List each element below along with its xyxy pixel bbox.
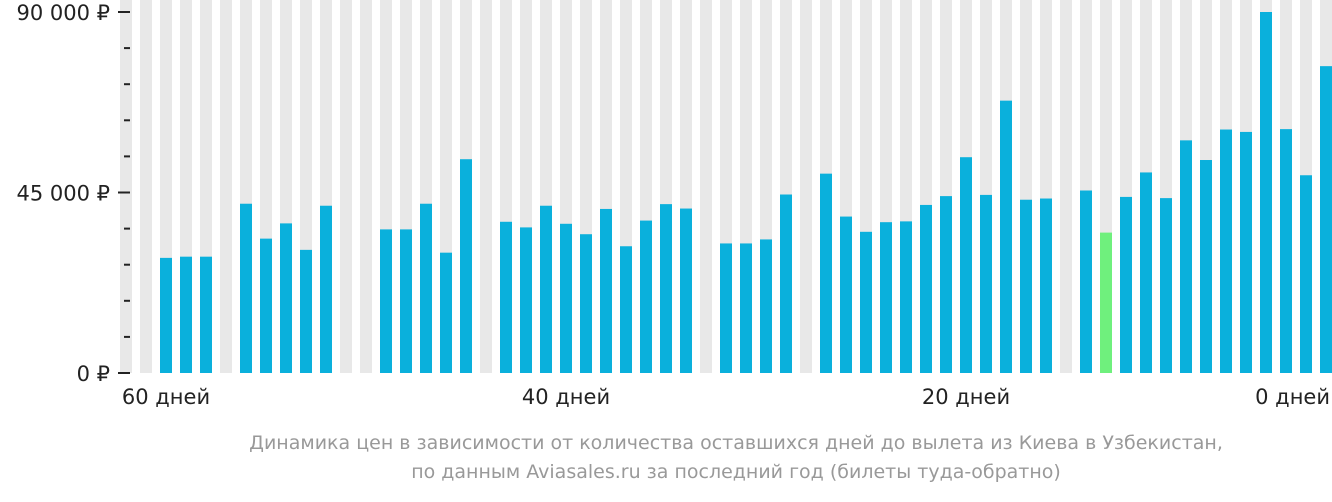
column-bg <box>220 0 232 373</box>
bar[interactable] <box>860 231 872 373</box>
bar[interactable] <box>520 227 532 373</box>
x-tick-label: 20 дней <box>922 385 1010 409</box>
column-bg <box>340 0 352 373</box>
bar[interactable] <box>820 173 832 373</box>
bar[interactable] <box>1260 12 1272 373</box>
bar[interactable] <box>1240 131 1252 373</box>
bar[interactable] <box>1140 172 1152 373</box>
y-tick-label: 90 000 ₽ <box>16 1 110 25</box>
bar[interactable] <box>440 252 452 373</box>
chart-caption-line-1: Динамика цен в зависимости от количества… <box>249 432 1223 454</box>
bar[interactable] <box>1180 140 1192 373</box>
bar[interactable] <box>620 246 632 373</box>
column-bg <box>140 0 152 373</box>
bar[interactable] <box>380 229 392 373</box>
bars <box>160 12 1332 374</box>
column-bg <box>1060 0 1072 373</box>
y-tick-label: 45 000 ₽ <box>16 182 110 206</box>
bar[interactable] <box>780 194 792 373</box>
column-bg <box>360 0 372 373</box>
bar[interactable] <box>500 221 512 373</box>
bar[interactable] <box>460 159 472 373</box>
bar[interactable] <box>1280 129 1292 373</box>
bar[interactable] <box>960 157 972 373</box>
y-tick-label: 0 ₽ <box>77 362 110 386</box>
bar[interactable] <box>740 243 752 373</box>
bar[interactable] <box>1160 198 1172 373</box>
bar[interactable] <box>420 203 432 373</box>
bar[interactable] <box>560 223 572 373</box>
x-tick-label: 40 дней <box>522 385 610 409</box>
bar[interactable] <box>1200 160 1212 373</box>
column-bg <box>700 0 712 373</box>
bar[interactable] <box>1320 66 1332 374</box>
bar[interactable] <box>1120 196 1132 373</box>
bar[interactable] <box>1220 129 1232 373</box>
price-chart: 0 ₽ 45 000 ₽ 90 000 ₽ 60 дней 40 дней 20 дне… <box>16 0 1332 409</box>
column-bg <box>480 0 492 373</box>
bar[interactable] <box>940 196 952 373</box>
bar[interactable] <box>920 204 932 373</box>
column-bg <box>800 0 812 373</box>
bar[interactable] <box>660 204 672 373</box>
bar[interactable] <box>300 249 312 373</box>
bar[interactable] <box>720 243 732 373</box>
bar[interactable] <box>1080 190 1092 373</box>
bar[interactable] <box>1300 175 1312 373</box>
bar[interactable] <box>260 238 272 373</box>
chart-caption-line-2: по данным Aviasales.ru за последний год … <box>411 461 1061 483</box>
x-axis: 60 дней 40 дней 20 дней 0 дней <box>122 385 1330 409</box>
bar[interactable] <box>880 222 892 373</box>
column-bg <box>120 0 132 373</box>
bar[interactable] <box>840 216 852 373</box>
bar[interactable] <box>640 220 652 373</box>
bar[interactable] <box>1040 198 1052 373</box>
bar[interactable] <box>320 205 332 373</box>
bar[interactable] <box>280 223 292 373</box>
bar[interactable] <box>1000 100 1012 373</box>
bar[interactable] <box>180 256 192 373</box>
bar[interactable] <box>600 208 612 373</box>
bar[interactable] <box>240 203 252 373</box>
x-tick-label: 0 дней <box>1255 385 1330 409</box>
bar[interactable] <box>900 221 912 373</box>
bar[interactable] <box>1020 199 1032 373</box>
y-axis: 0 ₽ 45 000 ₽ 90 000 ₽ <box>16 1 130 386</box>
bar[interactable] <box>580 234 592 373</box>
bar[interactable] <box>400 229 412 373</box>
x-tick-label: 60 дней <box>122 385 210 409</box>
bar[interactable] <box>980 194 992 373</box>
bar[interactable] <box>540 205 552 373</box>
bar[interactable] <box>160 257 172 373</box>
bar[interactable] <box>200 256 212 373</box>
bar[interactable] <box>760 239 772 373</box>
bar-lowest-price[interactable] <box>1100 232 1112 373</box>
bar[interactable] <box>680 208 692 373</box>
